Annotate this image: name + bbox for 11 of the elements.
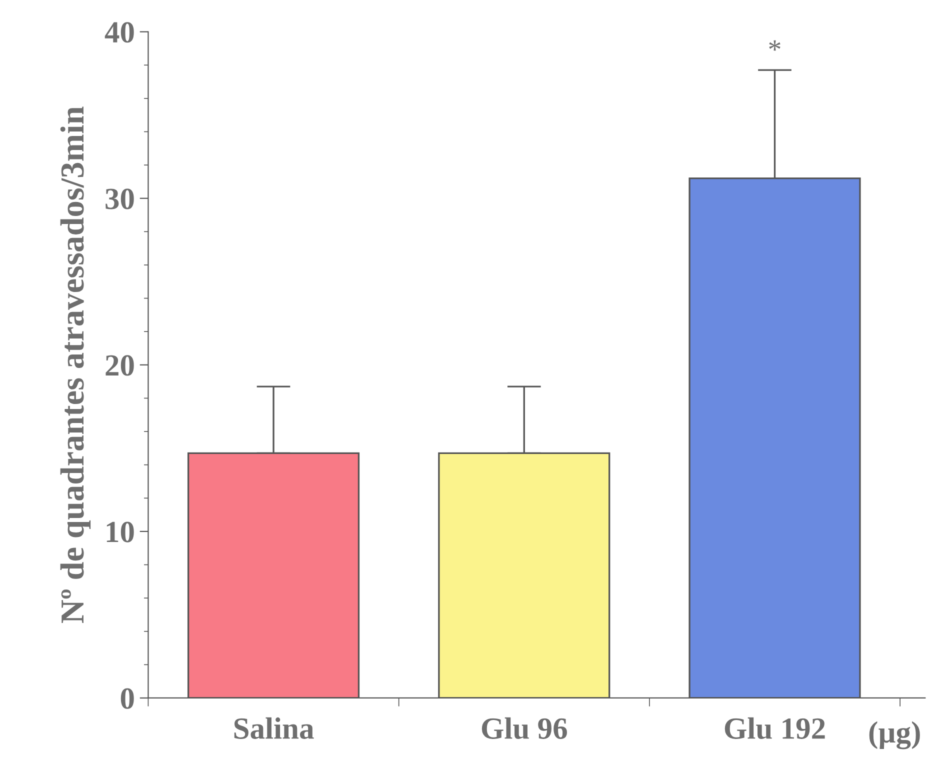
y-axis-title: Nº de quadrantes atravessados/3min	[60, 106, 91, 624]
x-axis-title: (µg)	[869, 721, 920, 750]
y-tick-label: 0	[120, 688, 134, 709]
x-tick-label: Glu 96	[482, 717, 567, 740]
y-tick-label: 30	[106, 188, 134, 210]
y-tick-label: 10	[106, 522, 134, 542]
y-tick-label: 40	[104, 22, 134, 43]
x-tick-label: Salina	[234, 717, 314, 739]
annotation: *	[769, 40, 780, 51]
x-tick-label: Glu 192	[724, 717, 825, 740]
y-tick-label: 20	[106, 355, 134, 376]
